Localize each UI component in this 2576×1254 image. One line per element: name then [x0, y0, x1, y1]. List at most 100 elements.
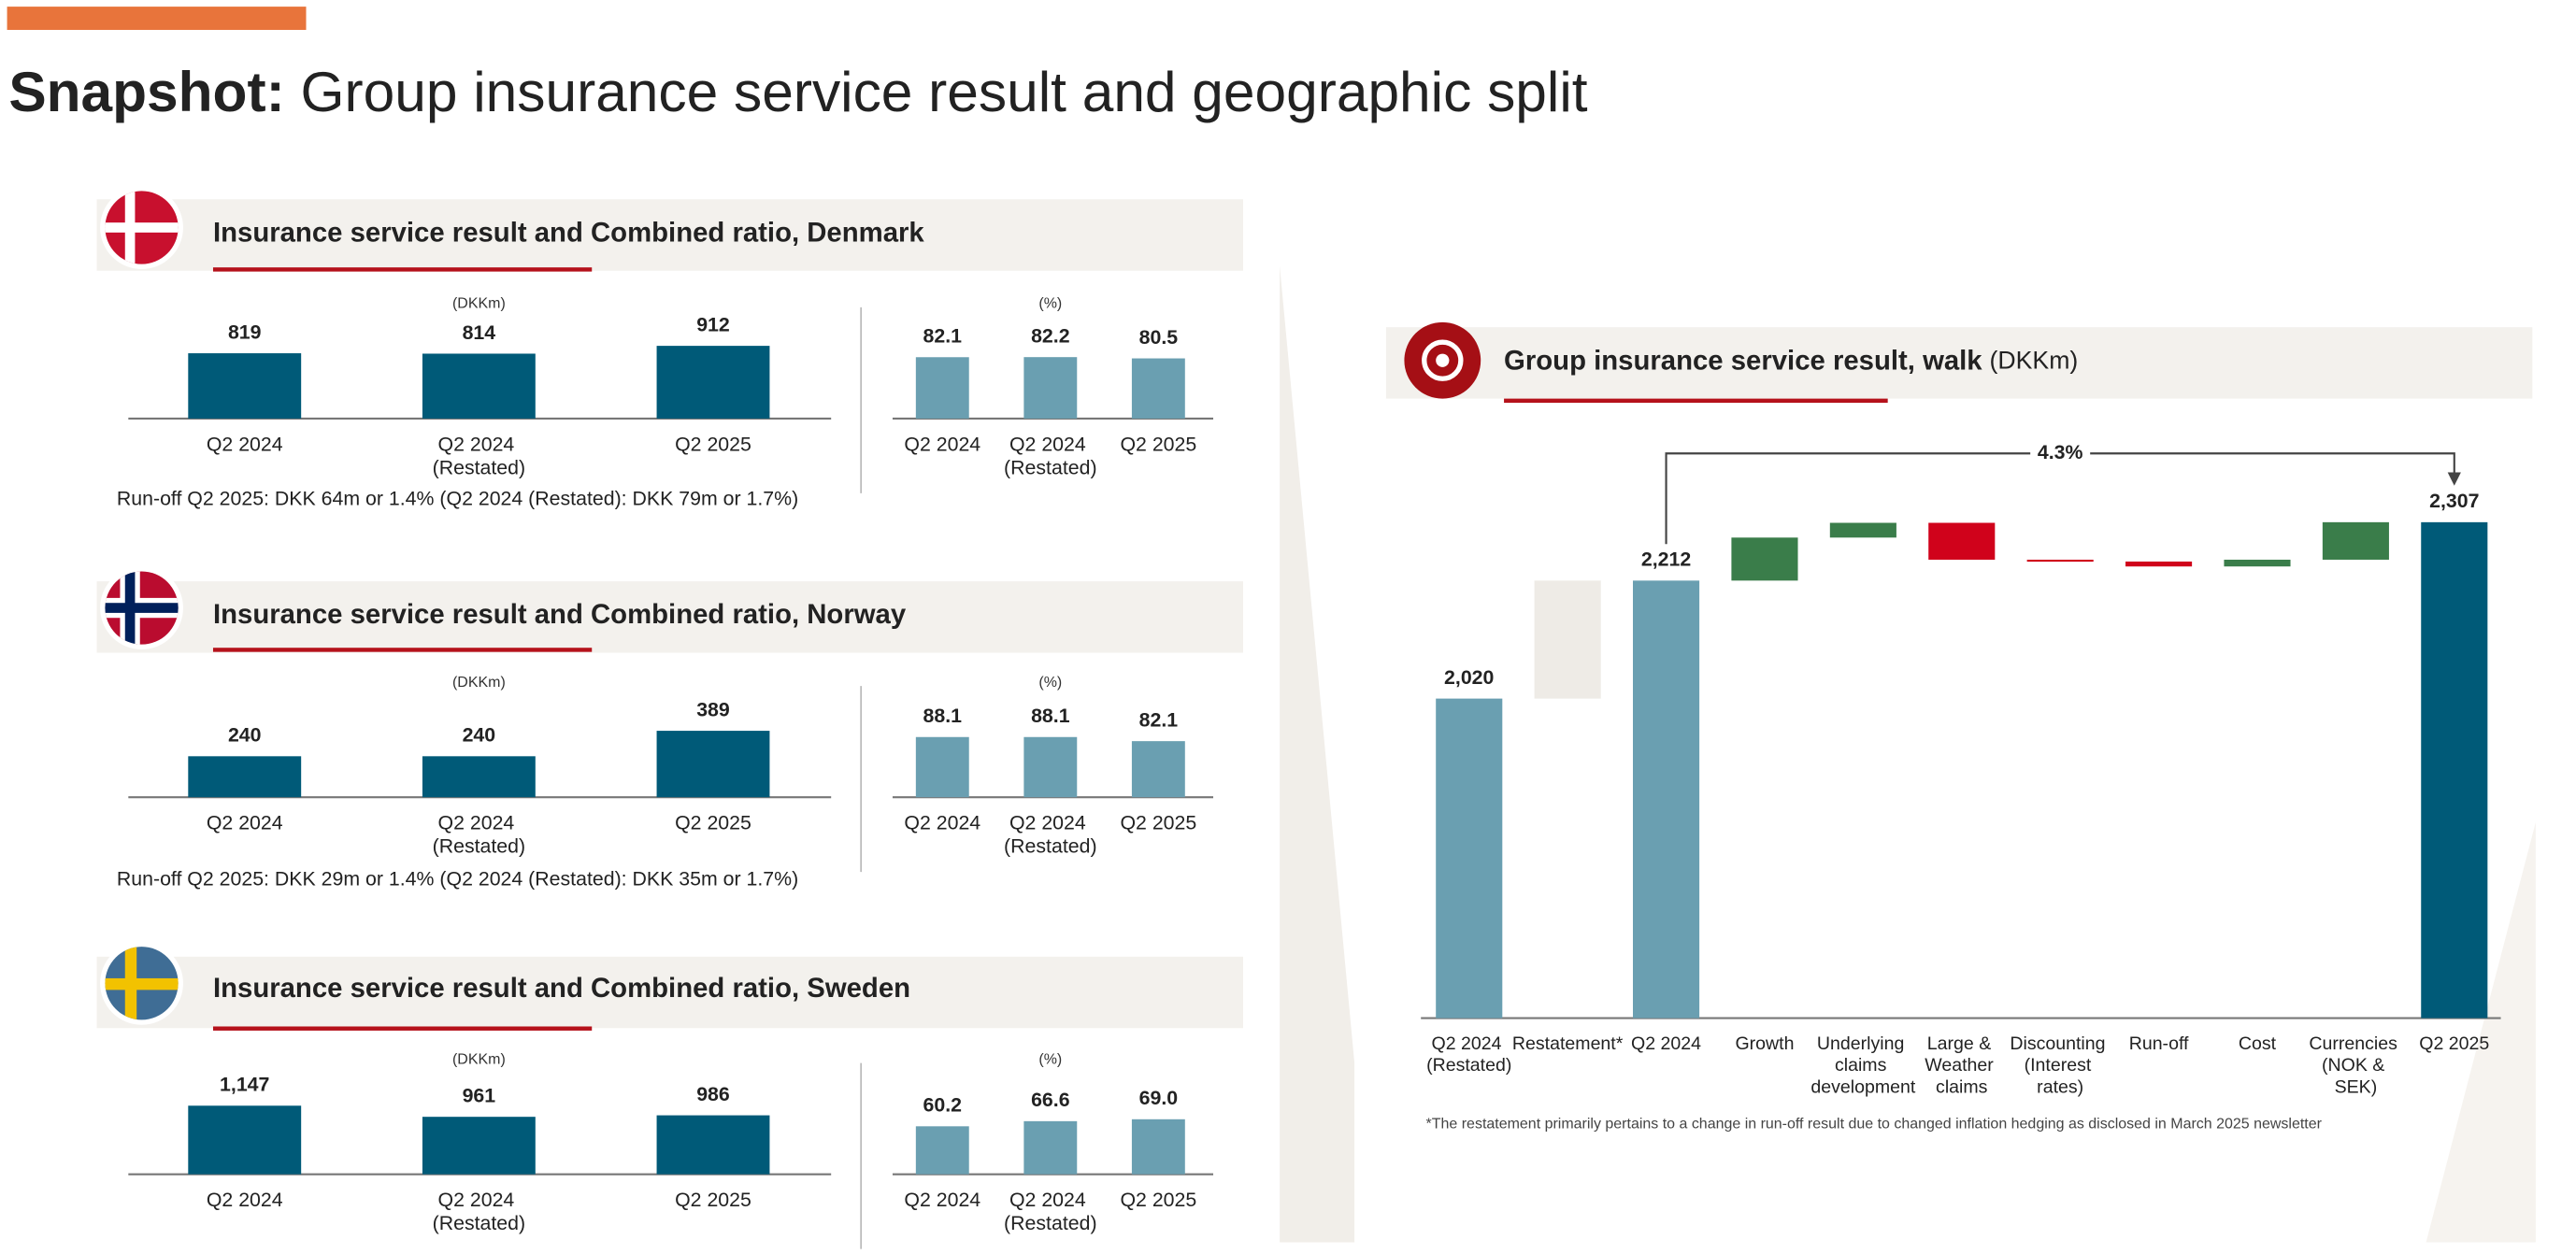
value-label: 389 — [696, 698, 730, 720]
bar — [1023, 1120, 1078, 1175]
bar — [1928, 522, 1996, 560]
panel — [96, 199, 1244, 271]
value-label: 2,307 — [2429, 490, 2479, 512]
value-label: 88.1 — [1031, 705, 1070, 727]
bar — [2125, 561, 2193, 567]
category-label: Growth — [1735, 1033, 1794, 1054]
unit-label: (%) — [1038, 1051, 1062, 1067]
value-label: 819 — [228, 321, 262, 343]
value-label: 986 — [696, 1083, 730, 1105]
unit-label: (DKKm) — [452, 295, 506, 311]
bar — [422, 353, 536, 419]
flag-norway — [105, 571, 179, 645]
value-label: 240 — [463, 724, 496, 747]
category-label: Q2 2024 (Restated) — [433, 1189, 526, 1234]
value-label: 82.1 — [1139, 708, 1179, 731]
category-label: Q2 2025 — [675, 433, 751, 455]
value-label: 82.2 — [1031, 324, 1069, 347]
bar — [656, 346, 770, 419]
category-label: Restatement* — [1512, 1033, 1624, 1054]
underline — [212, 648, 593, 652]
bar — [1023, 357, 1078, 419]
value-label: 66.6 — [1031, 1089, 1070, 1111]
category-label: Q2 2024 — [207, 811, 283, 834]
bar — [188, 756, 302, 798]
annotation-arrow — [2447, 472, 2461, 486]
category-label: Q2 2025 — [2419, 1033, 2489, 1054]
decor — [1280, 265, 1355, 1243]
category-label: Discounting (Interest rates) — [2010, 1033, 2111, 1097]
bar — [2322, 521, 2389, 560]
title-text: Group insurance service result and geogr… — [301, 60, 1588, 123]
category-label: Q2 2025 — [675, 811, 751, 834]
bar — [422, 756, 536, 798]
value-label: 1,147 — [220, 1074, 269, 1096]
category-label: Q2 2024 (Restated) — [1004, 433, 1097, 478]
slide-title: Snapshot: Group insurance service result… — [8, 60, 1587, 123]
bar — [188, 1105, 302, 1175]
category-label: Q2 2024 — [207, 1189, 283, 1211]
value-label: 2,212 — [1641, 549, 1691, 571]
value-label: 912 — [696, 313, 730, 335]
value-label: 240 — [228, 724, 262, 747]
group-icon — [1436, 353, 1450, 367]
value-label: 2,020 — [1444, 666, 1494, 689]
bar — [1731, 537, 1798, 581]
value-label: 80.5 — [1139, 326, 1179, 349]
category-label: Q2 2024 (Restated) — [433, 433, 526, 478]
bar — [1829, 522, 1896, 538]
unit-label: (%) — [1038, 295, 1062, 311]
bar — [656, 731, 770, 798]
bar — [422, 1117, 536, 1175]
annotation-bg — [2030, 440, 2091, 467]
bar — [188, 353, 302, 419]
category-label: Cost — [2239, 1033, 2277, 1054]
accent-bar — [7, 7, 307, 30]
value-label: 82.1 — [923, 325, 963, 348]
bar — [2421, 521, 2488, 1019]
category-label: Run-off — [2129, 1033, 2189, 1054]
title-label: Snapshot: — [8, 60, 284, 123]
category-label: Q2 2025 — [675, 1189, 751, 1211]
walk-title: Group insurance service result, walk (DK… — [1504, 345, 2078, 376]
unit-label: (%) — [1038, 675, 1062, 691]
unit-label: (DKKm) — [452, 1051, 506, 1067]
category-label: Q2 2024 — [904, 433, 980, 455]
panel — [96, 956, 1244, 1029]
category-label: Q2 2024 — [904, 1189, 980, 1211]
bar — [1633, 580, 1700, 1019]
panel — [1385, 327, 2533, 399]
underline — [212, 267, 593, 272]
walk-unit: (DKKm) — [1990, 347, 2079, 375]
runoff-note: Run-off Q2 2025: DKK 64m or 1.4% (Q2 202… — [117, 488, 798, 510]
category-label: Q2 2024 (Restated) — [433, 811, 526, 857]
bar — [1534, 580, 1601, 699]
annotation: 4.3% — [2038, 441, 2083, 463]
category-label: Q2 2024 (Restated) — [1004, 811, 1097, 857]
category-label: Large & Weather claims — [1925, 1033, 1998, 1097]
unit-label: (DKKm) — [452, 675, 506, 691]
bar — [2224, 559, 2291, 567]
value-label: 88.1 — [923, 705, 963, 727]
runoff-note: Run-off Q2 2025: DKK 29m or 1.4% (Q2 202… — [117, 868, 798, 891]
category-label: Q2 2024 — [207, 433, 283, 455]
value-label: 961 — [463, 1084, 496, 1106]
bar — [1131, 741, 1185, 798]
bar — [915, 1126, 969, 1175]
category-label: Q2 2025 — [1120, 433, 1196, 455]
underline — [1504, 398, 1888, 404]
value-label: 814 — [463, 321, 496, 344]
walk-title-text: Group insurance service result, walk — [1504, 345, 1982, 376]
category-label: Q2 2024 (Restated) — [1426, 1033, 1511, 1076]
value-label: 60.2 — [923, 1094, 962, 1117]
flag-denmark — [105, 191, 179, 264]
bar — [2026, 559, 2094, 563]
bar — [915, 357, 969, 419]
panel — [96, 581, 1244, 653]
underline — [212, 1026, 593, 1031]
category-label: Q2 2025 — [1120, 811, 1196, 834]
section-title: Insurance service result and Combined ra… — [213, 973, 910, 1004]
group-icon — [1422, 339, 1464, 381]
bar — [1131, 1119, 1185, 1175]
